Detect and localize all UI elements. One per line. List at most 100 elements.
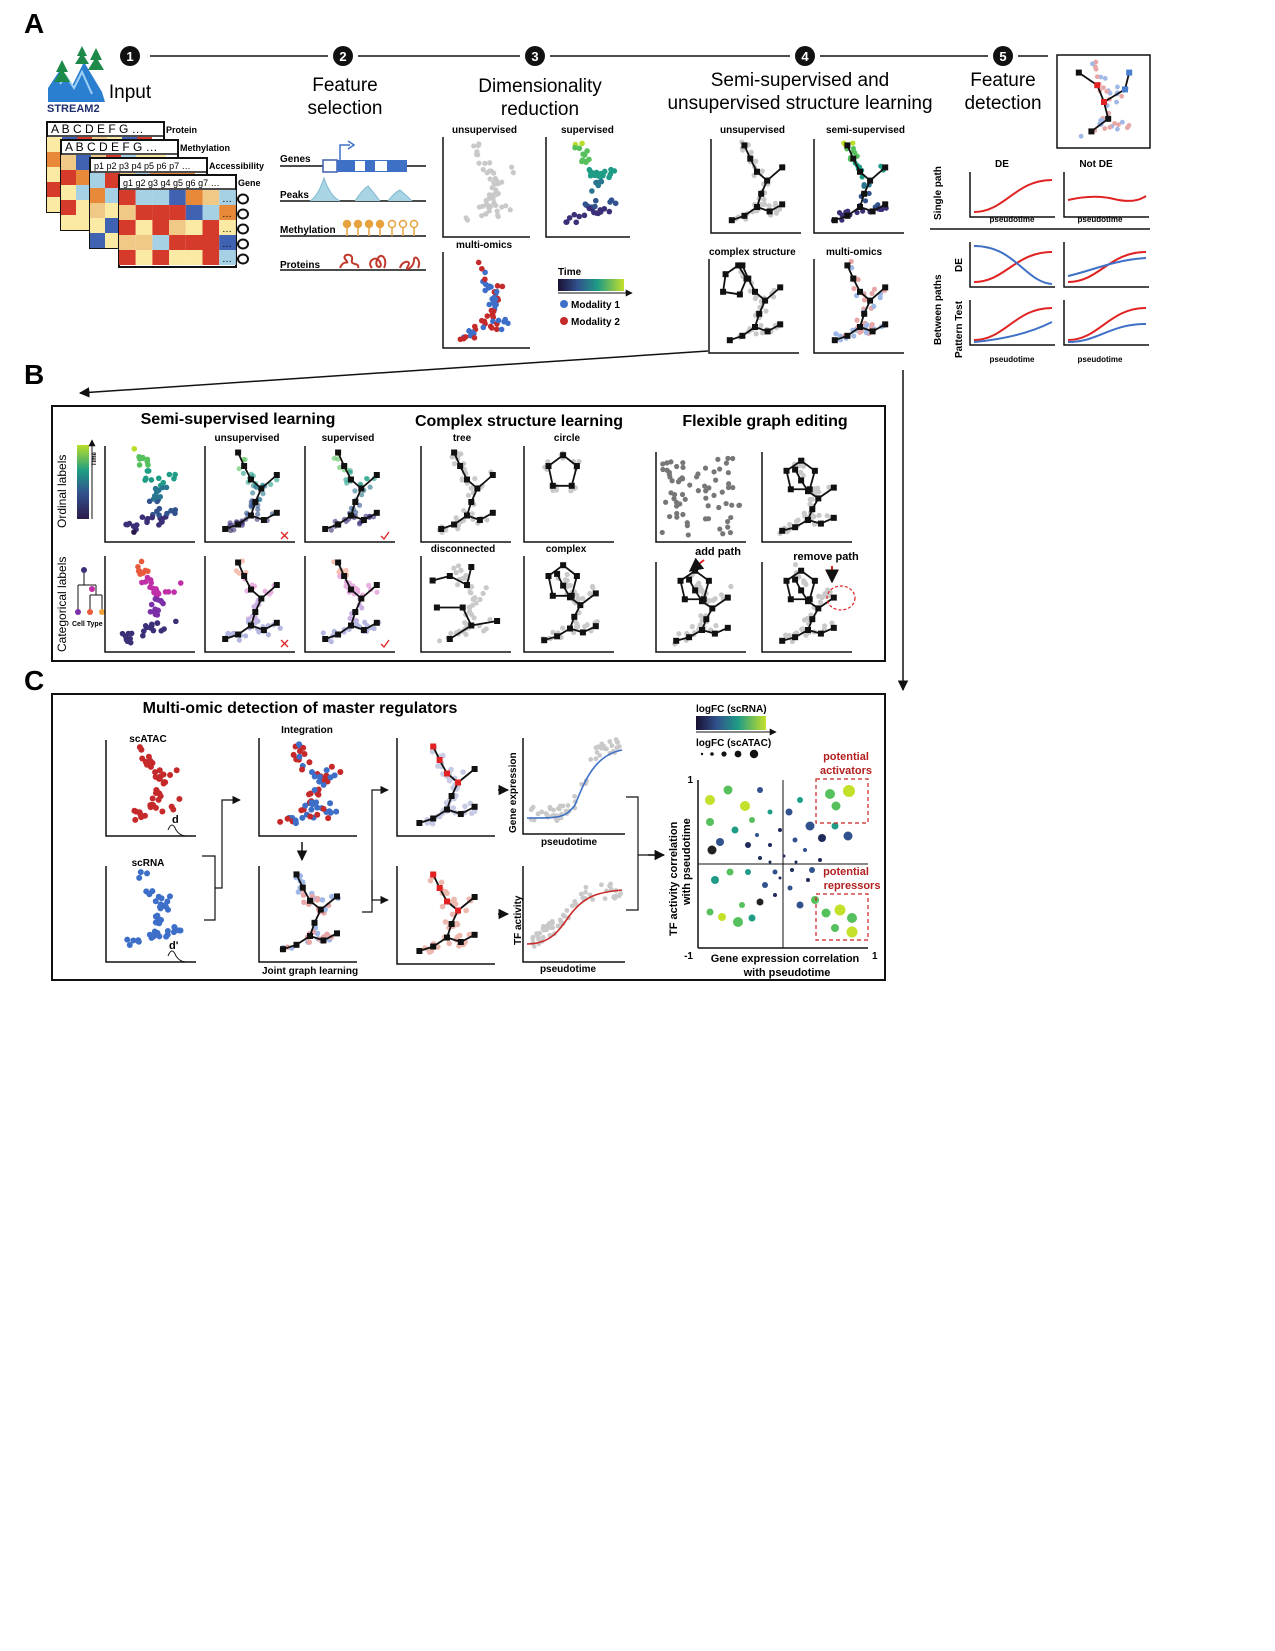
cell-dot xyxy=(599,882,604,888)
cell-dot xyxy=(471,615,477,621)
graph-node xyxy=(754,168,760,175)
cell-dot xyxy=(759,330,766,336)
heat-cell xyxy=(185,190,203,205)
cell-dot xyxy=(564,571,570,578)
cell-dot xyxy=(292,820,299,827)
cell-type-tree-icon: Cell Type xyxy=(72,567,105,628)
cell-dot xyxy=(127,635,134,642)
cell-dot xyxy=(173,767,180,774)
graph-node xyxy=(762,297,769,304)
graph-node xyxy=(747,155,754,162)
cell-dot xyxy=(674,463,680,470)
graph-node xyxy=(567,625,573,632)
cell-dot xyxy=(729,502,735,508)
cell-dot xyxy=(576,145,583,152)
cell-dot xyxy=(473,600,479,606)
cell-dot xyxy=(471,143,477,149)
regulator-dot xyxy=(834,904,846,916)
cell-dot xyxy=(595,210,601,217)
graph-node xyxy=(444,770,450,777)
cell-dot xyxy=(177,580,184,586)
cell-dot xyxy=(861,297,868,303)
cell-dot xyxy=(262,588,268,594)
cell-dot xyxy=(487,160,493,166)
cell-dot xyxy=(142,477,148,483)
cell-dot xyxy=(455,563,462,569)
cell-dot xyxy=(589,188,595,194)
graph-node xyxy=(545,463,552,469)
cell-dot xyxy=(473,151,480,158)
cell-dot xyxy=(695,488,701,494)
fd-de-row-label: DE xyxy=(954,258,965,272)
methylation-site xyxy=(353,219,363,229)
graph-node xyxy=(273,619,280,626)
cell-dot xyxy=(439,903,446,910)
cell-dot xyxy=(490,308,497,315)
plot-axes xyxy=(813,139,904,234)
cell-dot xyxy=(824,513,830,519)
cell-dot xyxy=(343,567,349,573)
regulator-dot xyxy=(749,817,755,823)
cell-dot xyxy=(352,488,358,494)
cell-dot xyxy=(593,169,600,176)
regulator-dot xyxy=(706,908,714,916)
fd-between-paths-label: Between paths xyxy=(933,274,944,345)
cell-dot xyxy=(124,521,131,528)
cell-dot xyxy=(878,163,884,169)
cell-dot xyxy=(362,619,368,625)
regulator-dot xyxy=(778,828,782,832)
graph-node xyxy=(1075,69,1082,76)
heat-cell xyxy=(219,205,236,220)
graph-edge xyxy=(547,575,554,596)
graph-node xyxy=(335,521,342,528)
cell-dot xyxy=(493,288,500,295)
cell-dot xyxy=(461,507,467,514)
cell-dot xyxy=(1119,119,1125,125)
cell-dot xyxy=(694,583,700,589)
cell-dot xyxy=(725,484,732,491)
cell-dot xyxy=(265,632,271,638)
graph-node xyxy=(476,517,483,523)
cell-dot xyxy=(730,484,736,491)
cell-dot xyxy=(148,601,155,608)
cell-dot xyxy=(536,935,542,941)
graph-node xyxy=(857,324,863,330)
heat-cell xyxy=(61,200,76,215)
dimred-panel: unsupervised supervised multi-omics Time… xyxy=(442,125,633,349)
gene-circle-icon xyxy=(237,223,249,235)
cell-dot xyxy=(530,934,536,940)
cell-dot xyxy=(694,474,700,480)
graph-node xyxy=(579,629,586,636)
cell-dot xyxy=(530,804,536,810)
cell-dot xyxy=(877,295,883,301)
cell-dot xyxy=(510,170,516,176)
heat-cell xyxy=(90,173,105,188)
cell-dot xyxy=(576,213,583,220)
cell-dot xyxy=(145,462,151,468)
cell-dot xyxy=(677,476,683,483)
b-complex-title: Complex structure learning xyxy=(415,413,623,430)
sheet-label-0: Protein xyxy=(166,125,197,135)
cell-dot xyxy=(726,481,732,487)
cell-dot xyxy=(730,455,736,462)
cell-dot xyxy=(471,335,478,341)
cell-dot xyxy=(587,590,593,597)
graph-node xyxy=(235,559,242,566)
graph-node xyxy=(739,332,746,339)
plot-axes xyxy=(523,446,614,543)
graph-node xyxy=(711,630,718,637)
cell-dot xyxy=(125,630,132,637)
cell-dot xyxy=(593,179,599,186)
regulator-dot xyxy=(772,869,778,875)
cell-dot xyxy=(604,746,609,752)
graph-node xyxy=(335,631,342,638)
plot-axes xyxy=(761,562,852,653)
cell-dot xyxy=(555,806,561,811)
cell-dot xyxy=(1093,66,1099,72)
heat-cell xyxy=(135,235,153,250)
x-axis-label-2: with pseudotime xyxy=(743,967,831,979)
plot-axes xyxy=(105,866,196,963)
c-joint-label: Joint graph learning xyxy=(262,966,358,977)
graph-node xyxy=(787,596,794,603)
cell-dot xyxy=(156,767,163,774)
